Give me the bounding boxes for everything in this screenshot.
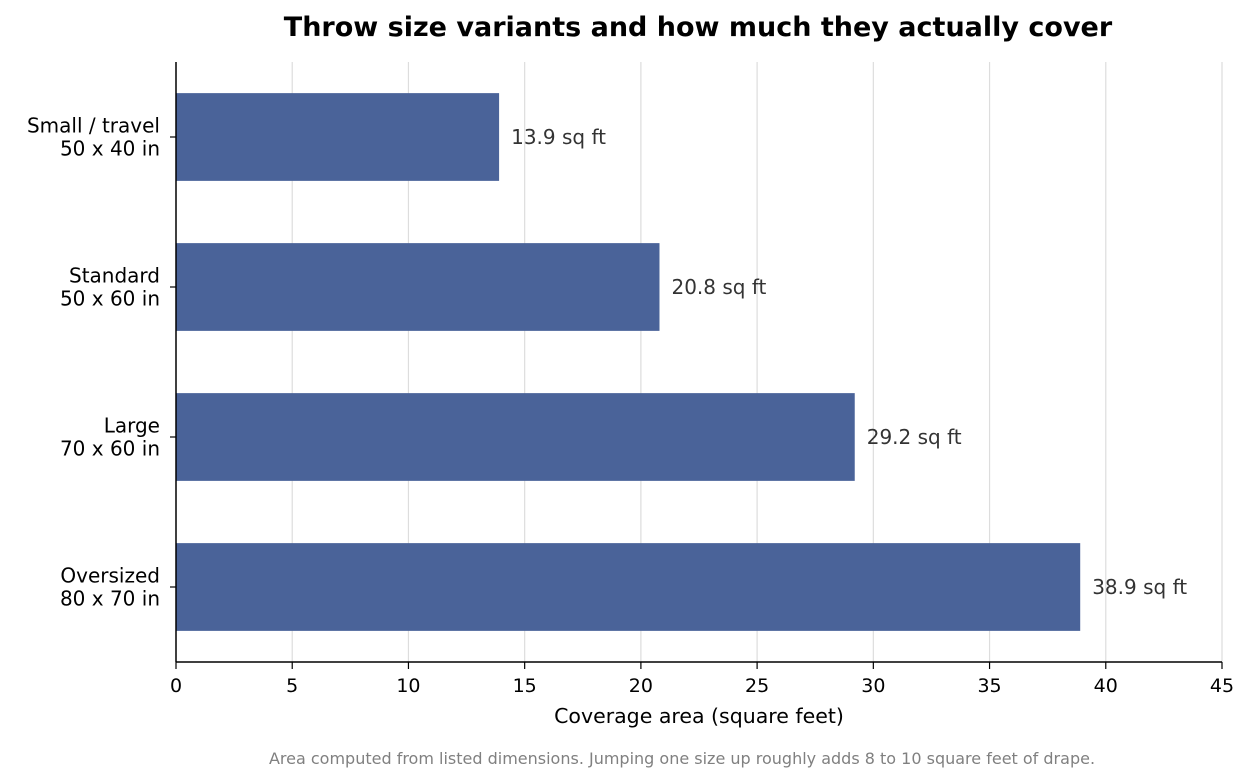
x-tick-label: 35 <box>977 675 1001 697</box>
x-tick-label: 20 <box>629 675 653 697</box>
x-tick-label: 40 <box>1094 675 1118 697</box>
data-label: 13.9 sq ft <box>511 125 606 149</box>
x-tick-label: 45 <box>1210 675 1234 697</box>
x-tick-label: 25 <box>745 675 769 697</box>
y-category-label: Small / travel 50 x 40 in <box>27 114 160 161</box>
data-label: 29.2 sq ft <box>867 425 962 449</box>
bar <box>176 393 855 481</box>
bar <box>176 543 1081 631</box>
y-category-label: Oversized 80 x 70 in <box>60 564 160 611</box>
x-tick-label: 5 <box>286 675 298 697</box>
data-label: 20.8 sq ft <box>671 275 766 299</box>
footnote: Area computed from listed dimensions. Ju… <box>269 749 1095 768</box>
bar <box>176 243 660 331</box>
bars <box>176 93 1081 631</box>
x-tick-label: 0 <box>170 675 182 697</box>
x-tick-label: 10 <box>396 675 420 697</box>
bar <box>176 93 500 181</box>
x-tick-label: 30 <box>861 675 885 697</box>
y-category-label: Large 70 x 60 in <box>60 414 160 461</box>
y-category-label: Standard 50 x 60 in <box>60 264 160 311</box>
data-labels: 13.9 sq ft 20.8 sq ft 29.2 sq ft 38.9 sq ft <box>511 125 1187 599</box>
y-categories: Small / travel 50 x 40 in Standard 50 x 60 … <box>27 114 176 611</box>
x-tick-label: 15 <box>513 675 537 697</box>
axes <box>175 62 1222 663</box>
x-axis-title: Coverage area (square feet) <box>554 704 844 728</box>
x-ticks: 0 5 10 15 20 25 30 35 40 45 <box>170 662 1234 697</box>
chart-title: Throw size variants and how much they ac… <box>284 12 1113 43</box>
data-label: 38.9 sq ft <box>1092 575 1187 599</box>
